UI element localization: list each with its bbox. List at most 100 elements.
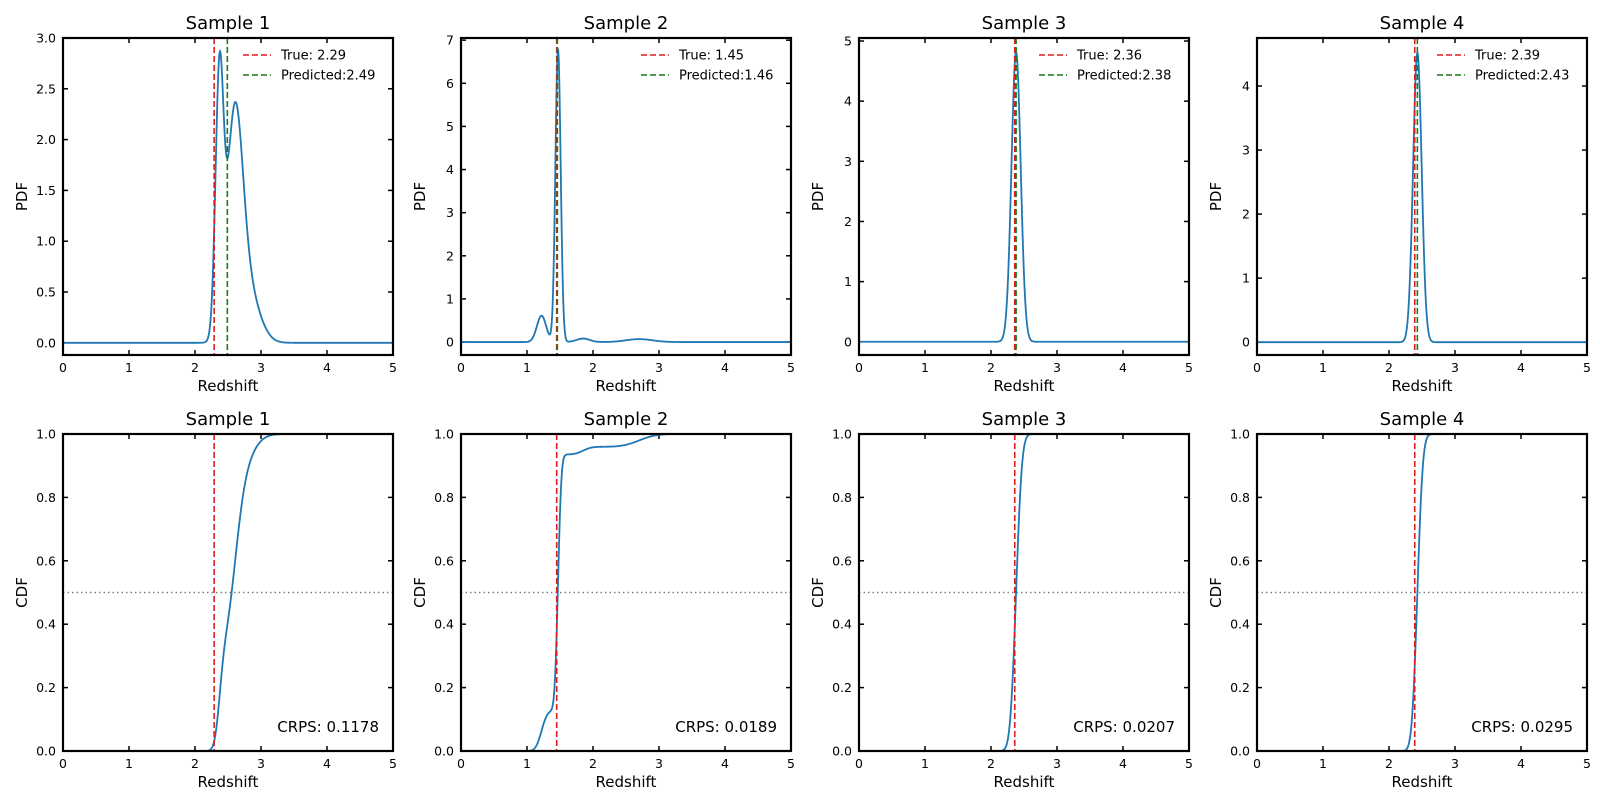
x-tick-label: 4 xyxy=(1119,756,1127,771)
y-tick-label: 0.6 xyxy=(832,553,852,568)
x-axis-label: Redshift xyxy=(198,773,259,791)
y-tick-label: 2 xyxy=(1242,207,1250,222)
x-tick-label: 5 xyxy=(389,360,397,375)
y-tick-label: 3.0 xyxy=(36,31,56,46)
y-tick-label: 0.4 xyxy=(36,617,56,632)
legend-label: True: 2.36 xyxy=(1076,49,1142,64)
plot-frame xyxy=(1255,36,1589,357)
panel-title: Sample 3 xyxy=(982,409,1067,430)
legend-label: True: 2.39 xyxy=(1474,49,1540,64)
x-tick-label: 3 xyxy=(257,756,265,771)
y-tick-label: 0.8 xyxy=(434,490,454,505)
legend-label: True: 2.29 xyxy=(280,49,346,64)
x-tick-label: 2 xyxy=(589,360,597,375)
panel-title: Sample 2 xyxy=(584,13,669,34)
y-tick-label: 1.0 xyxy=(1230,427,1250,442)
cdf-panel-3: Sample 3 Redshift CDF 0 1 2 3 4 5 0.0 0.2 0.4 0.6 0.8… xyxy=(809,409,1193,791)
cdf-curve xyxy=(461,434,791,751)
plot-frame xyxy=(61,432,395,753)
x-tick-label: 0 xyxy=(1253,756,1261,771)
y-tick-label: 2 xyxy=(844,214,852,229)
y-tick-label: 3 xyxy=(1242,143,1250,158)
x-axis-label: Redshift xyxy=(596,377,657,395)
y-axis-label: PDF xyxy=(411,182,429,211)
x-tick-label: 3 xyxy=(655,756,663,771)
crps-annotation: CRPS: 0.0189 xyxy=(675,718,777,736)
pdf-panel-4: Sample 4 Redshift PDF 0 1 2 3 4 5 0 1 2 3 4 True: 2.39… xyxy=(1207,13,1591,395)
x-tick-label: 3 xyxy=(1053,360,1061,375)
y-tick-label: 0.0 xyxy=(832,744,852,759)
x-tick-label: 4 xyxy=(1517,756,1525,771)
y-tick-label: 1 xyxy=(1242,271,1250,286)
y-tick-label: 1 xyxy=(844,274,852,289)
x-tick-label: 1 xyxy=(523,756,531,771)
y-tick-label: 0.2 xyxy=(36,680,56,695)
x-axis-label: Redshift xyxy=(1392,377,1453,395)
x-tick-label: 3 xyxy=(1053,756,1061,771)
x-tick-label: 3 xyxy=(655,360,663,375)
y-tick-label: 0 xyxy=(1242,335,1250,350)
y-tick-label: 1.0 xyxy=(36,427,56,442)
x-tick-label: 2 xyxy=(1385,756,1393,771)
x-tick-label: 4 xyxy=(721,360,729,375)
x-tick-label: 0 xyxy=(855,756,863,771)
y-tick-label: 4 xyxy=(446,162,454,177)
plot-frame xyxy=(459,432,793,753)
legend-label: Predicted:2.38 xyxy=(1077,69,1171,84)
y-tick-label: 0 xyxy=(446,335,454,350)
x-tick-label: 4 xyxy=(323,360,331,375)
crps-annotation: CRPS: 0.1178 xyxy=(277,718,379,736)
crps-annotation: CRPS: 0.0207 xyxy=(1073,718,1175,736)
x-tick-label: 2 xyxy=(987,756,995,771)
x-tick-label: 0 xyxy=(59,756,67,771)
y-axis-label: PDF xyxy=(1207,182,1225,211)
y-tick-label: 0.4 xyxy=(832,617,852,632)
panel-title: Sample 3 xyxy=(982,13,1067,34)
y-tick-label: 6 xyxy=(446,76,454,91)
plot-frame xyxy=(459,36,793,357)
x-tick-label: 2 xyxy=(987,360,995,375)
plot-frame xyxy=(857,36,1191,357)
x-tick-label: 1 xyxy=(523,360,531,375)
y-tick-label: 0.0 xyxy=(36,335,56,350)
y-axis-label: CDF xyxy=(13,577,31,608)
pdf-panel-2: Sample 2 Redshift PDF 0 1 2 3 4 5 0 1 2 3 4 5 6 7 True: 1… xyxy=(411,13,795,395)
x-tick-label: 3 xyxy=(1451,360,1459,375)
x-tick-label: 5 xyxy=(787,360,795,375)
x-axis-label: Redshift xyxy=(994,773,1055,791)
y-axis-label: PDF xyxy=(809,182,827,211)
cdf-panel-2: Sample 2 Redshift CDF 0 1 2 3 4 5 0.0 0.2 0.4 0.6 0.8… xyxy=(411,409,795,791)
pdf-panel-1: Sample 1 Redshift PDF 0 1 2 3 4 5 0.0 0.5 1.0 1.5 2.0… xyxy=(13,13,397,395)
y-tick-label: 0.0 xyxy=(36,744,56,759)
y-tick-label: 1.0 xyxy=(36,234,56,249)
x-tick-label: 4 xyxy=(1119,360,1127,375)
y-tick-label: 0.0 xyxy=(434,744,454,759)
x-tick-label: 2 xyxy=(589,756,597,771)
y-tick-label: 0.0 xyxy=(1230,744,1250,759)
y-tick-label: 1.0 xyxy=(832,427,852,442)
y-tick-label: 0.6 xyxy=(434,553,454,568)
y-tick-label: 5 xyxy=(844,34,852,49)
pdf-curve xyxy=(859,49,1189,343)
x-tick-label: 2 xyxy=(1385,360,1393,375)
x-tick-label: 5 xyxy=(1583,360,1591,375)
plot-frame xyxy=(1255,432,1589,753)
x-tick-label: 5 xyxy=(1185,756,1193,771)
y-tick-label: 2.0 xyxy=(36,132,56,147)
y-axis-label: CDF xyxy=(809,577,827,608)
x-tick-label: 1 xyxy=(125,360,133,375)
legend-label: True: 1.45 xyxy=(678,49,744,64)
y-tick-label: 0.2 xyxy=(832,680,852,695)
y-tick-label: 0.5 xyxy=(36,285,56,300)
y-tick-label: 0.2 xyxy=(434,680,454,695)
legend-label: Predicted:2.43 xyxy=(1475,69,1569,84)
y-tick-label: 4 xyxy=(844,94,852,109)
x-tick-label: 0 xyxy=(457,360,465,375)
y-tick-label: 3 xyxy=(844,154,852,169)
cdf-curve xyxy=(63,434,393,751)
y-tick-label: 0.6 xyxy=(1230,553,1250,568)
y-tick-label: 0.8 xyxy=(832,490,852,505)
y-axis-label: CDF xyxy=(1207,577,1225,608)
x-tick-label: 1 xyxy=(1319,360,1327,375)
x-tick-label: 4 xyxy=(323,756,331,771)
